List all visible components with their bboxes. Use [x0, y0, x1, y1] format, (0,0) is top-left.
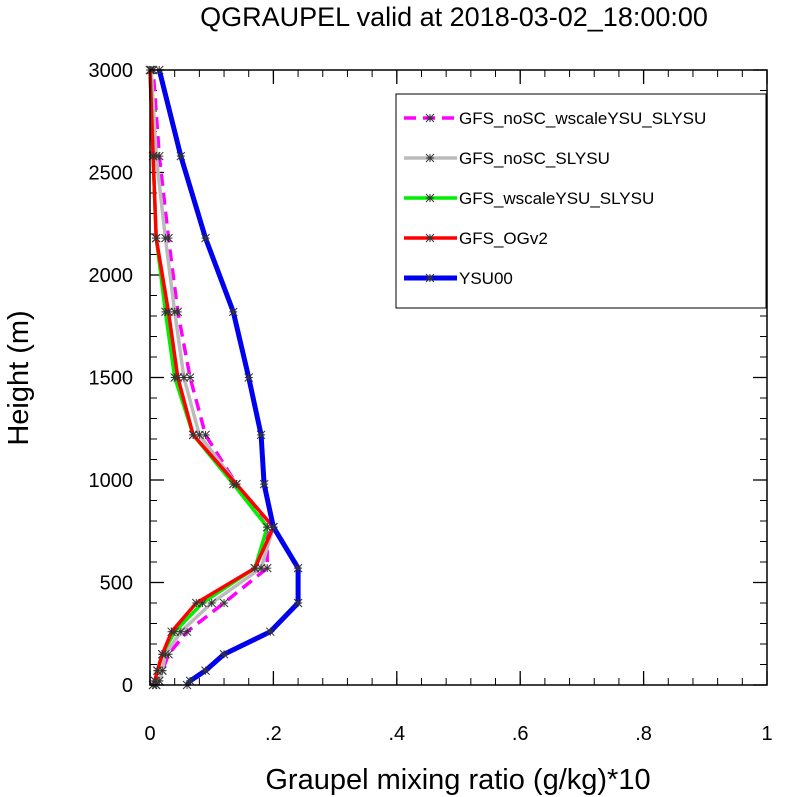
data-point	[153, 666, 162, 676]
data-point	[164, 307, 173, 317]
data-point	[269, 522, 278, 532]
data-point	[250, 563, 260, 573]
data-point	[151, 233, 161, 243]
data-point	[256, 430, 266, 440]
data-point	[219, 649, 229, 659]
data-point	[185, 676, 195, 686]
legend-marker	[425, 153, 435, 163]
series-3	[145, 65, 278, 690]
y-tick-labels: 0 500 1000 1500 2000 2500 3000	[89, 60, 134, 697]
legend: GFS_noSC_wscaleYSU_SLYSU GFS_noSC_SLYSU GF…	[395, 93, 767, 309]
legend-marker	[425, 233, 435, 243]
data-point	[293, 563, 303, 573]
y-tick-label: 2000	[89, 265, 134, 287]
plot-frame	[149, 69, 768, 686]
legend-item: GFS_noSC_wscaleYSU_SLYSU	[404, 109, 706, 128]
y-tick-label: 500	[100, 573, 133, 595]
data-point	[201, 233, 210, 243]
data-point	[293, 598, 303, 608]
x-tick-label: .6	[512, 723, 529, 745]
legend-label: GFS_noSC_SLYSU	[459, 149, 610, 168]
legend-marker	[425, 193, 435, 203]
x-axis-title: Graupel mixing ratio (g/kg)*10	[265, 764, 650, 796]
x-tick-label: 1	[761, 723, 772, 745]
data-point	[191, 598, 201, 608]
legend-item: GFS_noSC_SLYSU	[404, 149, 610, 168]
chart-title: QGRAUPEL valid at 2018-03-02_18:00:00	[200, 2, 708, 32]
data-point	[170, 307, 180, 317]
legend-marker	[425, 113, 435, 123]
y-tick-label: 0	[122, 675, 133, 697]
data-point	[265, 627, 275, 637]
legend-label: GFS_OGv2	[459, 229, 548, 248]
data-point	[173, 373, 183, 382]
data-point	[244, 373, 254, 382]
x-tick-labels: 0 .2 .4 .6 .8 1	[144, 723, 772, 745]
data-point	[228, 307, 238, 317]
data-point	[201, 666, 210, 676]
series-line	[148, 69, 276, 686]
legend-label: GFS_noSC_wscaleYSU_SLYSU	[459, 109, 706, 128]
data-point	[259, 479, 269, 489]
data-point	[157, 649, 167, 659]
legend-label: YSU00	[459, 269, 513, 288]
data-point	[219, 598, 229, 608]
y-tick-label: 1000	[89, 470, 134, 492]
y-tick-label: 2500	[89, 163, 134, 185]
x-tick-label: .2	[265, 723, 282, 745]
legend-label: GFS_wscaleYSU_SLYSU	[459, 189, 654, 208]
series-layer	[145, 65, 303, 690]
data-point	[176, 151, 186, 161]
legend-marker	[425, 273, 435, 283]
y-axis-title: Height (m)	[3, 310, 35, 445]
legend-item: GFS_wscaleYSU_SLYSU	[404, 189, 654, 208]
x-tick-label: .8	[635, 723, 652, 745]
data-point	[150, 676, 160, 686]
y-tick-label: 1500	[89, 368, 134, 390]
data-point	[188, 430, 198, 440]
y-tick-label: 3000	[89, 60, 134, 82]
legend-box	[395, 93, 767, 309]
data-point	[167, 627, 176, 637]
data-point	[232, 479, 241, 489]
x-tick-label: 0	[144, 723, 155, 745]
legend-item: YSU00	[404, 269, 513, 288]
x-tick-label: .4	[388, 723, 405, 745]
legend-item: GFS_OGv2	[404, 229, 548, 248]
data-point	[161, 233, 170, 243]
